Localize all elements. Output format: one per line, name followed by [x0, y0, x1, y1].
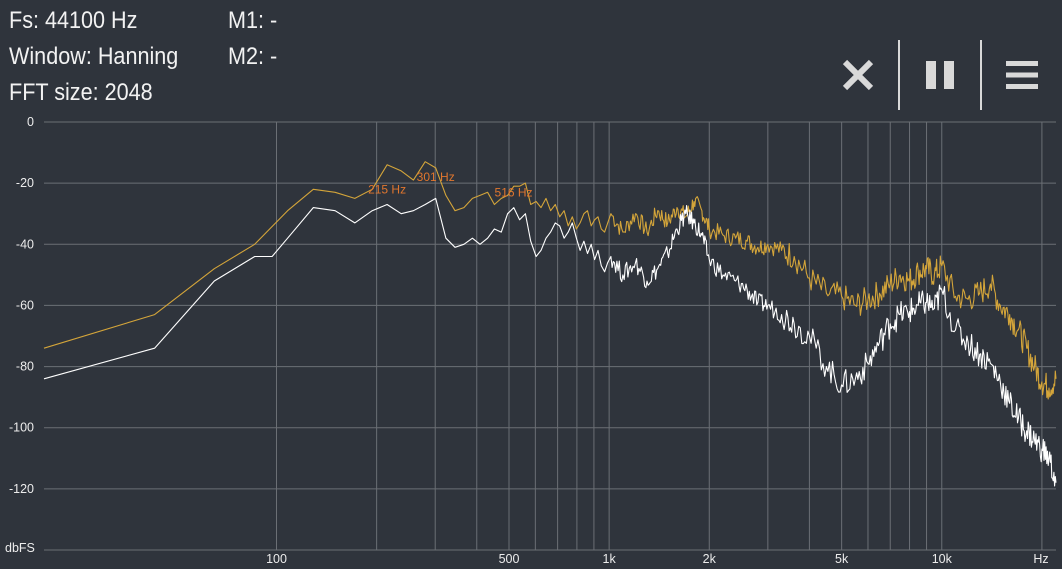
peak-label: 516 Hz: [495, 185, 533, 199]
peak-label: 301 Hz: [417, 170, 455, 184]
close-button[interactable]: [818, 40, 898, 110]
menu-button[interactable]: [982, 40, 1062, 110]
y-tick-label: -120: [9, 482, 34, 496]
toolbar-divider: [980, 40, 982, 110]
x-tick-label: 100: [266, 552, 287, 566]
chart-series: [43, 161, 1057, 487]
fft-size-label: FFT size: 2048: [9, 79, 153, 106]
chart-grid: [44, 121, 1056, 551]
toolbar: [818, 40, 1062, 110]
menu-icon: [1006, 61, 1038, 89]
x-tick-label: 5k: [835, 552, 849, 566]
x-tick-label: 2k: [703, 552, 717, 566]
window-label: Window: Hanning: [9, 43, 179, 70]
sample-rate-label: Fs: 44100 Hz: [9, 7, 138, 34]
y-tick-label: -60: [16, 298, 34, 312]
peak-hold-series-line: [43, 161, 1057, 400]
chart-labels: 0 -20 -40 -60 -80 -100 -120 100 500 1k 2k 5k 10k dbFS…: [5, 115, 1049, 566]
close-icon: [842, 59, 874, 91]
marker-2-label: M2: -: [228, 43, 278, 70]
y-tick-label: -100: [9, 421, 34, 435]
y-tick-label: -80: [16, 360, 34, 374]
y-tick-label: -40: [16, 237, 34, 251]
y-axis-unit-label: dbFS: [5, 541, 35, 555]
x-axis-unit-label: Hz: [1033, 552, 1048, 566]
pause-button[interactable]: [900, 40, 980, 110]
x-tick-label: 1k: [603, 552, 617, 566]
pause-icon: [926, 61, 954, 89]
x-tick-label: 500: [499, 552, 520, 566]
y-tick-label: -20: [16, 176, 34, 190]
peak-label: 215 Hz: [368, 182, 406, 196]
current-series-line: [43, 197, 1057, 487]
marker-1-label: M1: -: [228, 7, 278, 34]
x-tick-label: 10k: [932, 552, 953, 566]
y-tick-label: 0: [27, 115, 34, 129]
toolbar-divider: [898, 40, 900, 110]
